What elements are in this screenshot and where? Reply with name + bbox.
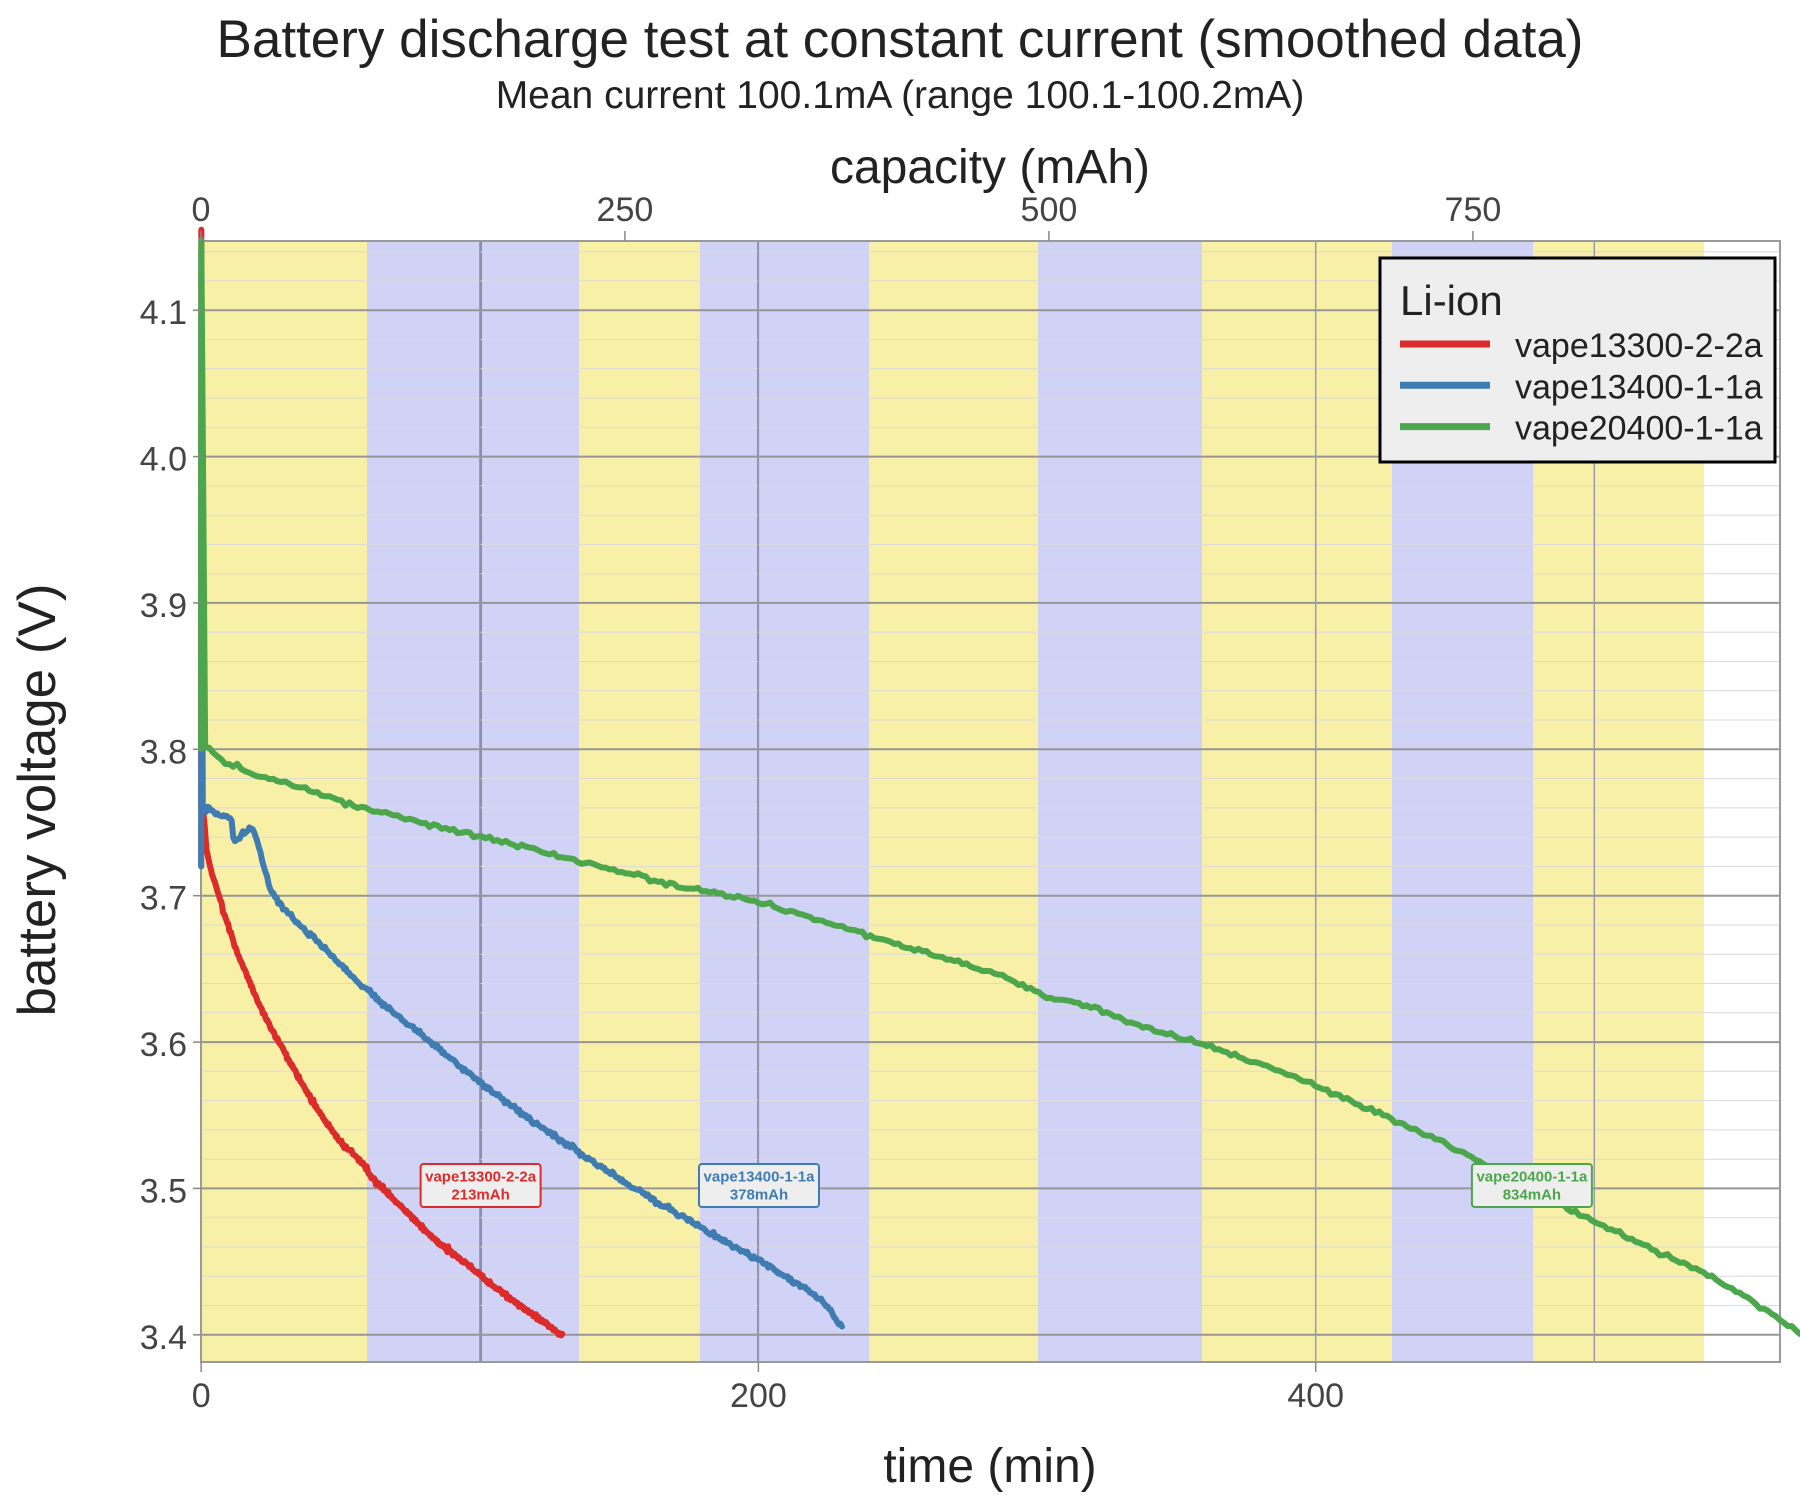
svg-text:0: 0: [192, 1377, 211, 1415]
svg-text:Mean current 100.1mA (range 10: Mean current 100.1mA (range 100.1-100.2m…: [496, 74, 1305, 117]
svg-text:Li-ion: Li-ion: [1400, 277, 1503, 324]
svg-text:3.9: 3.9: [140, 587, 187, 625]
svg-text:250: 250: [597, 191, 654, 229]
svg-text:3.4: 3.4: [140, 1319, 187, 1357]
svg-text:4.1: 4.1: [140, 294, 187, 332]
svg-text:vape13300-2-2a: vape13300-2-2a: [1515, 327, 1763, 365]
svg-text:213mAh: 213mAh: [451, 1187, 509, 1204]
svg-text:200: 200: [730, 1377, 787, 1415]
svg-text:750: 750: [1445, 191, 1502, 229]
svg-text:time (min): time (min): [883, 1440, 1096, 1493]
svg-text:vape20400-1-1a: vape20400-1-1a: [1476, 1169, 1588, 1186]
svg-text:400: 400: [1287, 1377, 1344, 1415]
svg-text:834mAh: 834mAh: [1503, 1187, 1561, 1204]
svg-text:500: 500: [1021, 191, 1078, 229]
svg-text:vape13300-2-2a: vape13300-2-2a: [425, 1169, 537, 1186]
svg-text:0: 0: [191, 191, 210, 229]
svg-text:vape13400-1-1a: vape13400-1-1a: [704, 1169, 816, 1186]
svg-text:capacity (mAh): capacity (mAh): [830, 141, 1150, 194]
svg-text:vape13400-1-1a: vape13400-1-1a: [1515, 368, 1763, 406]
svg-text:3.5: 3.5: [140, 1172, 187, 1210]
svg-text:battery voltage (V): battery voltage (V): [8, 583, 67, 1016]
svg-text:378mAh: 378mAh: [730, 1187, 788, 1204]
svg-text:3.6: 3.6: [140, 1026, 187, 1064]
svg-text:3.8: 3.8: [140, 733, 187, 771]
svg-text:vape20400-1-1a: vape20400-1-1a: [1515, 410, 1763, 448]
svg-text:Battery discharge test at cons: Battery discharge test at constant curre…: [217, 10, 1584, 69]
svg-text:3.7: 3.7: [140, 880, 187, 918]
svg-text:4.0: 4.0: [140, 441, 187, 479]
